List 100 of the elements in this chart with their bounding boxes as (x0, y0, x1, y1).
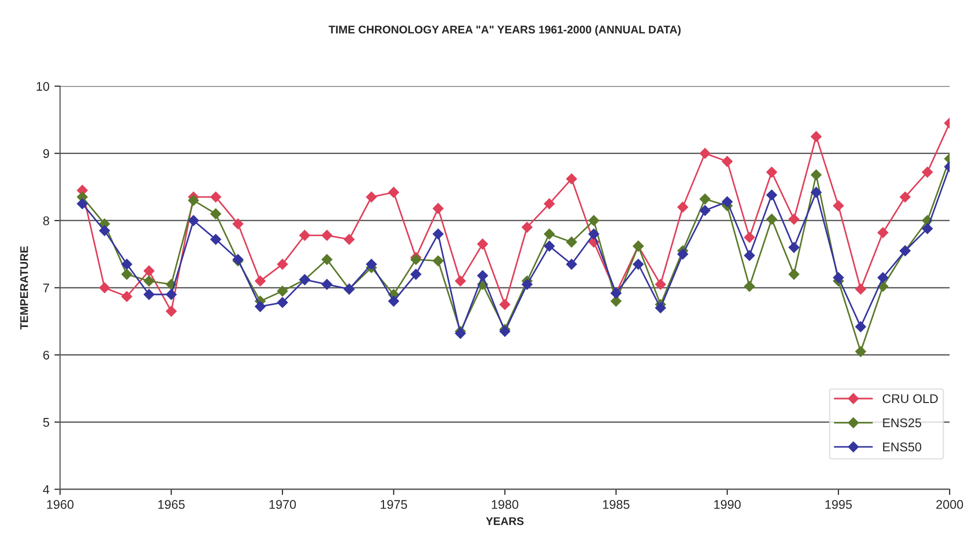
point (544, 228, 555, 240)
point (677, 202, 688, 213)
point (454, 276, 466, 286)
y-tick-label: 6 (43, 350, 50, 360)
point (700, 148, 710, 159)
x-tick-label: 1965 (158, 500, 185, 509)
x-tick-label: 1980 (492, 500, 518, 509)
point (877, 227, 888, 238)
point (544, 240, 555, 252)
point (232, 218, 244, 230)
point (210, 208, 222, 220)
point (700, 194, 710, 204)
point (210, 192, 222, 202)
point (121, 291, 132, 302)
point (588, 228, 600, 240)
y-tick-label: 8 (43, 216, 50, 226)
x-tick-label: 1970 (270, 500, 296, 509)
legend-label: CRU OLD (882, 394, 938, 404)
point (788, 214, 800, 225)
point (766, 190, 778, 200)
point (922, 223, 933, 234)
point (722, 196, 733, 208)
y-tick-label: 4 (42, 485, 50, 494)
point (277, 258, 288, 270)
point (677, 248, 688, 260)
point (477, 238, 488, 250)
point (744, 250, 755, 261)
point (99, 282, 110, 294)
y-axis-title: TEMPERATURE (20, 246, 28, 330)
point (388, 186, 400, 198)
point (655, 302, 666, 314)
point (432, 228, 444, 240)
point (432, 203, 444, 214)
point (366, 192, 377, 202)
point (588, 215, 600, 226)
point (522, 222, 533, 233)
point (144, 289, 154, 300)
point (632, 258, 644, 270)
point (499, 299, 510, 310)
point (655, 278, 666, 290)
y-tick-label: 5 (43, 418, 50, 427)
point (744, 280, 755, 292)
point (722, 156, 733, 167)
point (566, 236, 577, 248)
x-tick-label: 1990 (714, 500, 741, 509)
legend-label: ENS25 (883, 418, 922, 428)
x-tick-label: 2000 (936, 500, 964, 509)
point (366, 258, 377, 270)
point (855, 284, 866, 295)
point (832, 272, 844, 284)
x-axis-title: YEARS (486, 517, 524, 526)
point (144, 266, 154, 276)
point (76, 198, 88, 210)
chart-title: TIME CHRONOLOGY AREA "A" YEARS 1961-2000 (ANNUAL DATA) (328, 25, 681, 36)
point (188, 215, 199, 226)
point (277, 286, 288, 297)
y-tick-label: 9 (43, 149, 50, 158)
point (700, 205, 710, 216)
point (855, 346, 866, 357)
point (610, 296, 622, 307)
point (922, 166, 933, 178)
point (810, 186, 822, 198)
point (344, 234, 355, 245)
point (210, 234, 222, 245)
point (788, 242, 800, 253)
point (566, 258, 577, 270)
y-tick-label: 7 (43, 284, 50, 292)
point (322, 254, 332, 265)
point (121, 268, 132, 280)
point (566, 173, 577, 184)
point (766, 214, 778, 225)
point (254, 301, 266, 312)
point (810, 169, 822, 180)
x-tick-label: 1995 (825, 500, 852, 509)
point (144, 276, 154, 286)
point (832, 200, 844, 212)
point (166, 306, 177, 317)
point (388, 296, 400, 307)
point (121, 258, 132, 270)
point (277, 297, 288, 308)
legend-label: ENS50 (883, 442, 922, 452)
point (877, 272, 888, 284)
x-tick-label: 1975 (380, 500, 408, 509)
point (788, 268, 800, 280)
point (766, 166, 778, 178)
y-tick-label: 10 (36, 82, 50, 91)
point (299, 230, 310, 241)
point (855, 321, 866, 332)
point (744, 232, 755, 243)
point (900, 192, 911, 202)
point (254, 276, 266, 286)
point (544, 198, 555, 210)
point (477, 270, 488, 282)
point (410, 268, 422, 280)
point (432, 255, 444, 266)
point (322, 278, 332, 290)
point (166, 289, 177, 300)
point (322, 230, 332, 241)
point (522, 278, 533, 290)
x-tick-label: 1985 (603, 500, 630, 509)
